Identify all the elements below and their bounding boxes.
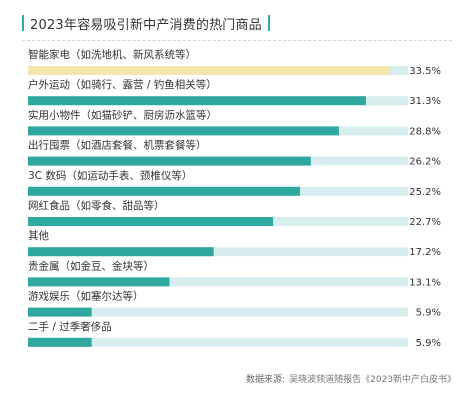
value-label: 26.2%	[409, 157, 441, 168]
category-label: 网红食品（如零食、甜品等）	[28, 199, 165, 212]
bar	[28, 277, 170, 287]
chart-title-block: 2023年容易吸引新中产消费的热门商品	[22, 10, 270, 36]
data-source-text: 吴晓波频道随报告《2023新中产白皮书》	[289, 375, 456, 385]
bar-chart: 智能家电（如洗地机、新风系统等） 33.5% 户外运动（如骑行、露营 / 钓鱼相关等…	[28, 48, 441, 349]
bar	[28, 156, 311, 166]
category-label: 其他	[28, 229, 49, 242]
value-label: 25.2%	[409, 187, 441, 198]
data-source: 数据来源: 吴晓波频道随报告《2023新中产白皮书》	[246, 372, 456, 385]
title-accent-bar-left	[22, 15, 24, 31]
bar	[28, 186, 301, 196]
value-label: 22.7%	[409, 217, 441, 228]
bar-track	[28, 277, 408, 287]
value-label: 33.5%	[409, 66, 441, 77]
category-label: 3C 数码（如运动手表、颈椎仪等）	[28, 169, 192, 182]
value-label: 17.2%	[409, 247, 441, 258]
value-label: 5.9%	[416, 308, 441, 319]
category-label: 实用小物件（如猫砂铲、厨房沥水篮等）	[28, 108, 217, 121]
bar	[28, 96, 366, 106]
title-accent-bar-right	[267, 15, 270, 31]
value-label: 5.9%	[416, 338, 441, 349]
category-label: 智能家电（如洗地机、新风系统等）	[28, 48, 196, 61]
bar	[28, 337, 92, 347]
title-divider	[22, 40, 452, 41]
value-label: 31.3%	[409, 96, 441, 107]
bar	[28, 126, 339, 136]
bar	[28, 66, 390, 75]
bar	[28, 217, 274, 226]
category-label: 出行囤票（如酒店套餐、机票套餐等）	[28, 139, 207, 152]
value-label: 28.8%	[409, 126, 441, 137]
data-source-label: 数据来源:	[246, 375, 286, 385]
value-label: 13.1%	[409, 277, 441, 288]
category-label: 二手 / 过季奢侈品	[28, 320, 112, 333]
bar-track	[28, 307, 408, 317]
category-label: 游戏娱乐（如塞尔达等）	[28, 290, 144, 303]
bar-track	[28, 247, 408, 257]
bar	[28, 247, 214, 257]
category-label: 贵金属（如金豆、金块等）	[28, 259, 154, 272]
bar-track	[28, 337, 408, 347]
chart-title: 2023年容易吸引新中产消费的热门商品	[30, 17, 262, 33]
category-label: 户外运动（如骑行、露营 / 钓鱼相关等）	[28, 78, 217, 91]
bar	[28, 307, 92, 317]
